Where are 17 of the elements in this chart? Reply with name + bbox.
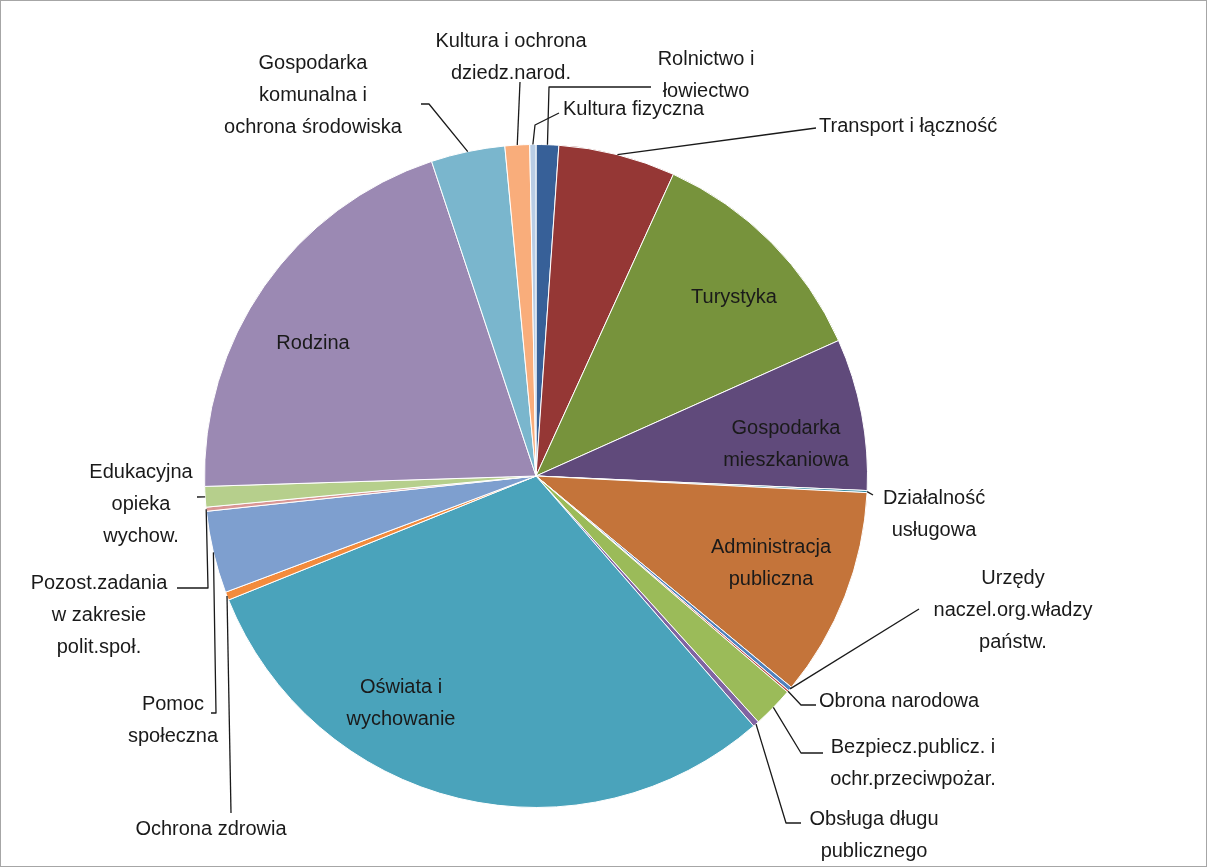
slice-label: Urzędy naczel.org.władzy państw. — [933, 565, 1093, 652]
slice-label: Turystyka — [691, 284, 778, 307]
slice-label: Kultura i ochrona dziedz.narod. — [435, 28, 588, 83]
slice-label: Oświata i wychowanie — [345, 674, 456, 729]
slice-label: Bezpiecz.publicz. i ochr.przeciwpożar. — [830, 734, 996, 789]
slice-label: Gospodarka komunalna i ochrona środowiska — [224, 50, 403, 137]
slice-label: Gospodarka mieszkaniowa — [723, 415, 850, 470]
slice-label: Ochrona zdrowia — [135, 816, 288, 839]
slice-label: Edukacyjna opieka wychow. — [89, 459, 194, 546]
slice-label: Administracja publiczna — [710, 534, 832, 589]
slice-label: Rodzina — [276, 330, 351, 353]
slice-label: Pomoc społeczna — [127, 691, 219, 746]
slice-label: Pozost.zadania w zakresie polit.społ. — [30, 570, 169, 657]
slice-label: Transport i łączność — [819, 113, 998, 136]
slice-label: Obrona narodowa — [819, 688, 980, 711]
slice-label: Obsługa długu publicznego — [809, 806, 939, 861]
slice-label: Działalność usługowa — [882, 485, 986, 540]
